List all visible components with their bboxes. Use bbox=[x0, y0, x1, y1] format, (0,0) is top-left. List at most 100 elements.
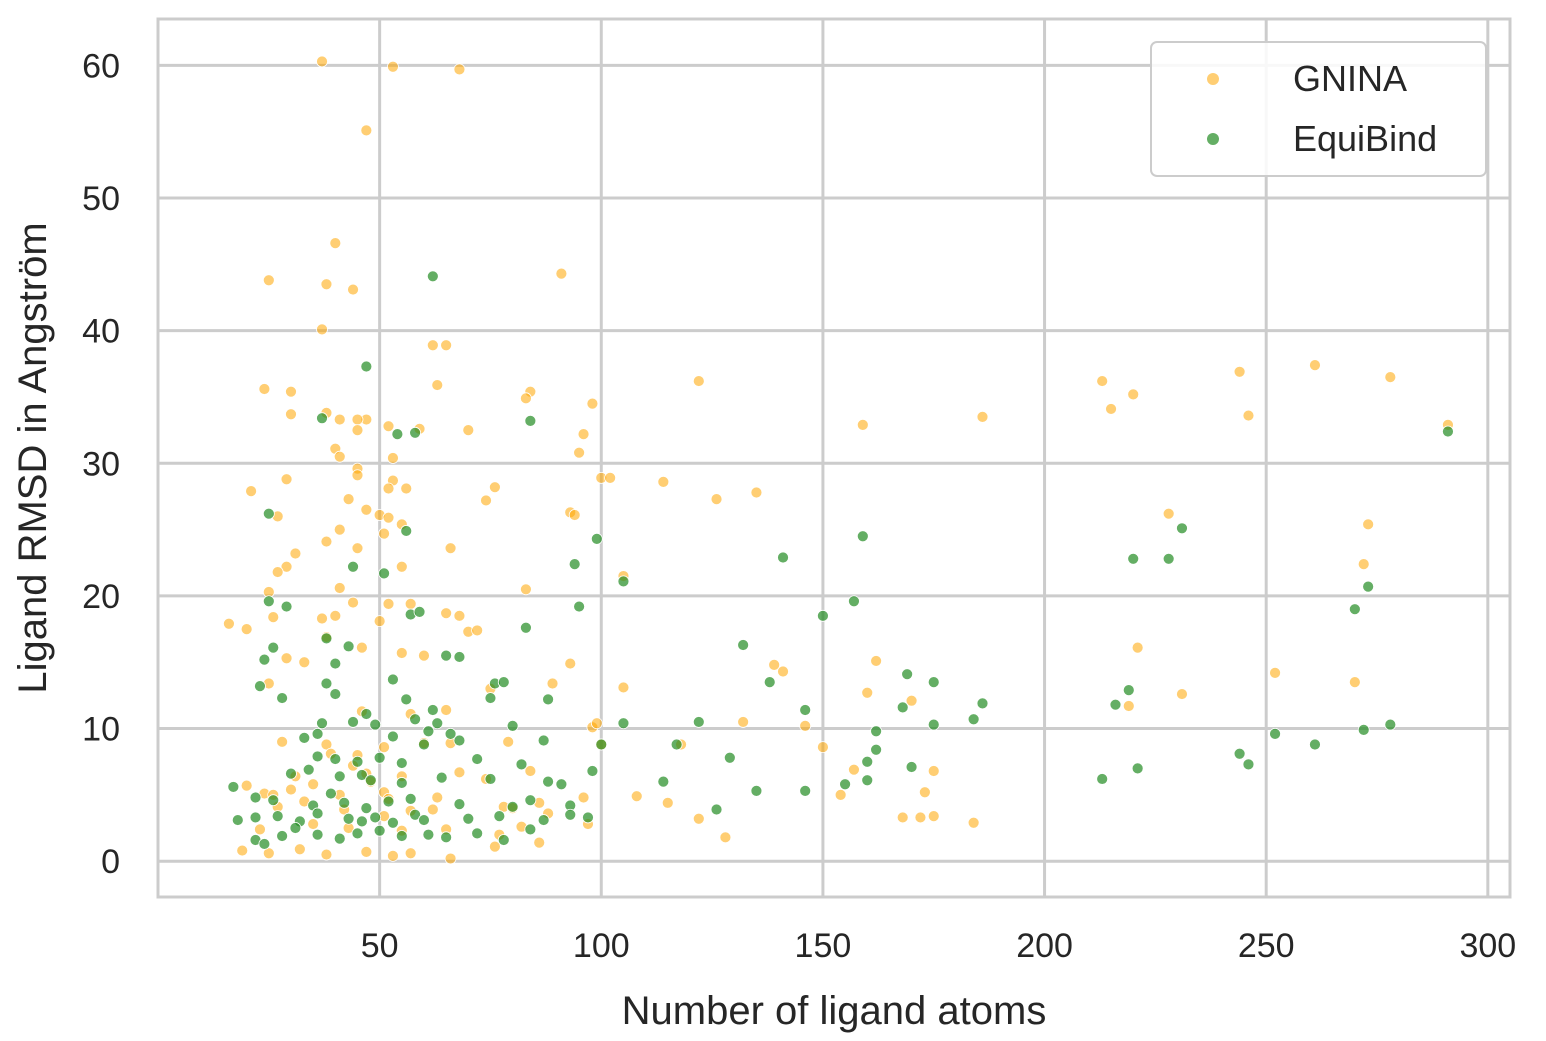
data-point bbox=[395, 560, 408, 573]
data-point bbox=[1127, 552, 1140, 565]
data-point bbox=[1348, 676, 1361, 689]
data-point bbox=[657, 775, 670, 788]
data-point bbox=[1384, 718, 1397, 731]
data-point bbox=[480, 494, 492, 507]
data-point bbox=[976, 697, 989, 710]
data-point bbox=[524, 414, 537, 427]
data-point bbox=[426, 339, 439, 352]
data-point bbox=[777, 551, 789, 564]
data-point bbox=[453, 651, 466, 663]
data-point bbox=[342, 812, 355, 825]
data-point bbox=[426, 803, 439, 816]
x-tick-label: 300 bbox=[1459, 927, 1516, 965]
data-point bbox=[763, 676, 776, 689]
data-point bbox=[555, 778, 568, 791]
data-point bbox=[311, 828, 324, 841]
data-point bbox=[431, 791, 444, 804]
data-point bbox=[351, 542, 364, 555]
data-point bbox=[307, 818, 320, 830]
data-point bbox=[967, 713, 980, 726]
data-point bbox=[289, 547, 302, 560]
data-point bbox=[320, 848, 333, 861]
data-point bbox=[1131, 641, 1144, 654]
data-point bbox=[418, 814, 430, 826]
data-point bbox=[280, 560, 293, 573]
data-point bbox=[431, 717, 444, 730]
data-point bbox=[276, 735, 289, 748]
data-point bbox=[378, 567, 390, 580]
data-point bbox=[285, 408, 297, 421]
data-point bbox=[395, 647, 408, 659]
data-point bbox=[236, 844, 249, 857]
data-point bbox=[1362, 518, 1375, 531]
data-point bbox=[249, 791, 262, 804]
data-point bbox=[870, 655, 883, 667]
data-point bbox=[564, 657, 577, 670]
data-point bbox=[333, 450, 346, 463]
data-point bbox=[409, 808, 422, 821]
data-point bbox=[329, 237, 342, 250]
series-gnina bbox=[223, 55, 1454, 865]
data-point bbox=[670, 738, 683, 751]
data-point bbox=[404, 597, 417, 610]
data-point bbox=[418, 738, 430, 751]
data-point bbox=[905, 761, 918, 773]
data-point bbox=[590, 533, 603, 545]
data-point bbox=[298, 656, 311, 669]
data-point bbox=[289, 822, 302, 834]
data-point bbox=[320, 535, 333, 548]
data-point bbox=[768, 659, 781, 671]
data-point bbox=[391, 428, 404, 441]
data-point bbox=[750, 486, 763, 499]
data-point bbox=[861, 774, 874, 787]
data-point bbox=[533, 836, 546, 849]
data-point bbox=[333, 770, 346, 783]
data-point bbox=[657, 475, 670, 488]
y-tick-label: 30 bbox=[82, 445, 120, 483]
data-point bbox=[1122, 700, 1135, 712]
legend-marker-gnina bbox=[1207, 73, 1219, 85]
data-point bbox=[1233, 365, 1246, 378]
data-point bbox=[777, 665, 789, 678]
data-point bbox=[1269, 666, 1281, 679]
data-point bbox=[520, 583, 532, 596]
data-point bbox=[351, 413, 364, 426]
data-point bbox=[861, 686, 874, 699]
data-point bbox=[422, 828, 435, 841]
data-point bbox=[395, 757, 408, 769]
y-tick-label: 40 bbox=[82, 313, 120, 351]
data-point bbox=[444, 727, 457, 740]
data-point bbox=[927, 810, 940, 822]
data-point bbox=[1242, 409, 1255, 422]
data-point bbox=[484, 692, 497, 704]
data-point bbox=[329, 609, 342, 622]
data-point bbox=[848, 763, 860, 776]
y-tick-label: 10 bbox=[82, 711, 120, 749]
data-point bbox=[524, 823, 537, 836]
data-point bbox=[240, 779, 253, 792]
data-point bbox=[324, 787, 337, 800]
data-point bbox=[329, 688, 342, 700]
data-point bbox=[692, 375, 705, 387]
data-point bbox=[493, 810, 506, 822]
data-point bbox=[861, 755, 874, 768]
data-point bbox=[462, 812, 475, 825]
data-point bbox=[737, 716, 750, 728]
data-point bbox=[710, 493, 723, 506]
data-point bbox=[453, 798, 466, 811]
data-point bbox=[661, 796, 674, 809]
data-point bbox=[520, 621, 532, 634]
data-point bbox=[404, 792, 417, 805]
data-point bbox=[967, 816, 980, 829]
data-point bbox=[262, 595, 275, 608]
data-point bbox=[506, 800, 519, 813]
data-point bbox=[258, 653, 271, 666]
data-point bbox=[497, 676, 510, 689]
data-point bbox=[604, 471, 617, 484]
data-point bbox=[1357, 723, 1370, 736]
data-point bbox=[435, 771, 448, 784]
data-point bbox=[577, 791, 590, 804]
legend-box bbox=[1150, 41, 1487, 177]
data-point bbox=[409, 426, 422, 439]
